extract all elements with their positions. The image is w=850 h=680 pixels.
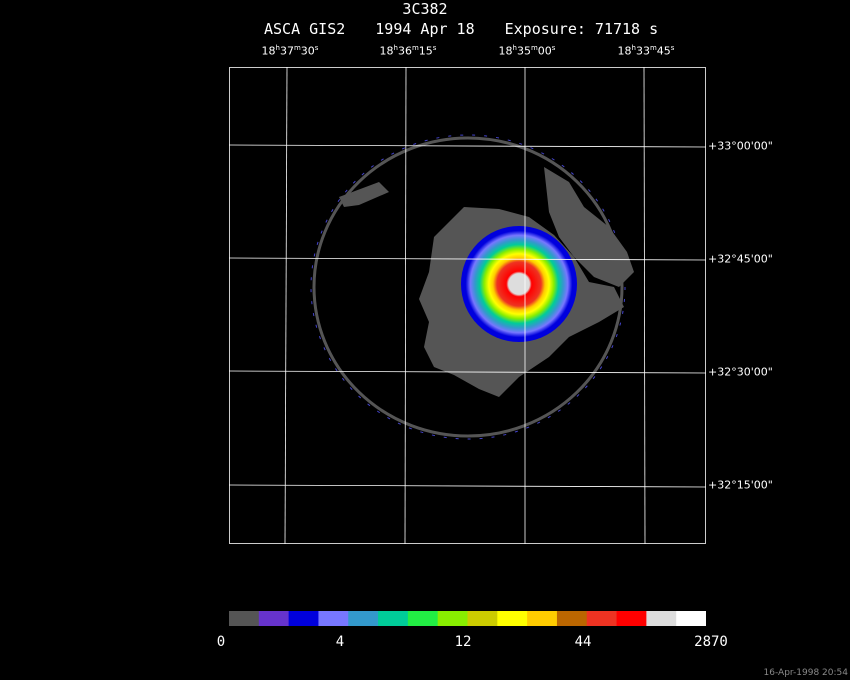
colorbar-label: 2870 (694, 634, 728, 650)
object-name: 3C382 (402, 0, 448, 18)
colorbar-label: 12 (454, 634, 472, 650)
colorbar-label: 4 (335, 634, 345, 650)
dec-tick-label: +32°30'00" (708, 365, 773, 379)
colorbar-swatch (616, 611, 647, 626)
colorbar-swatch (288, 611, 319, 626)
source-3c382 (461, 226, 577, 342)
colorbar-swatch (467, 611, 498, 626)
timestamp: 16-Apr-1998 20:54 (763, 668, 848, 678)
instrument-label: ASCA GIS2 (264, 20, 346, 38)
colorbar-swatch (258, 611, 290, 626)
colorbar-swatch (676, 611, 706, 626)
date-label: 1994 Apr 18 (375, 20, 475, 38)
colorbar-swatch (378, 611, 409, 626)
colorbar-swatch (437, 611, 468, 626)
exposure-label: Exposure: 71718 s (504, 20, 659, 38)
ra-tick-label: 18h33m45s (617, 44, 675, 58)
dec-tick-label: +32°45'00" (708, 252, 773, 266)
colorbar-swatch (527, 611, 558, 626)
colorbar-swatch (229, 611, 260, 626)
gis-field-ring-edge (310, 134, 626, 440)
ra-tick-label: 18h37m30s (261, 44, 319, 58)
colorbar-swatch (497, 611, 528, 626)
sky-image (229, 67, 706, 544)
coordinate-grid (229, 67, 706, 544)
dec-tick-label: +33°00'00" (708, 139, 773, 153)
ra-tick-label: 18h36m15s (379, 44, 437, 58)
gis-field-ring (312, 136, 624, 438)
colorbar-label: 0 (216, 634, 226, 650)
dec-tick-label: +32°15'00" (708, 478, 773, 492)
observation-info: ASCA GIS2 1994 Apr 18 Exposure: 71718 s (264, 20, 658, 38)
diffuse-emission (544, 167, 634, 287)
diffuse-emission (339, 182, 389, 207)
colorbar-swatch (348, 611, 379, 626)
colorbar-swatch (586, 611, 618, 626)
colorbar-label: 44 (574, 634, 592, 650)
colorbar-swatch (407, 611, 439, 626)
colorbar-swatch (646, 611, 677, 626)
ra-tick-label: 18h35m00s (498, 44, 556, 58)
colorbar-swatch (556, 611, 588, 626)
colorbar-swatch (318, 611, 349, 626)
color-scale-bar (229, 611, 706, 626)
